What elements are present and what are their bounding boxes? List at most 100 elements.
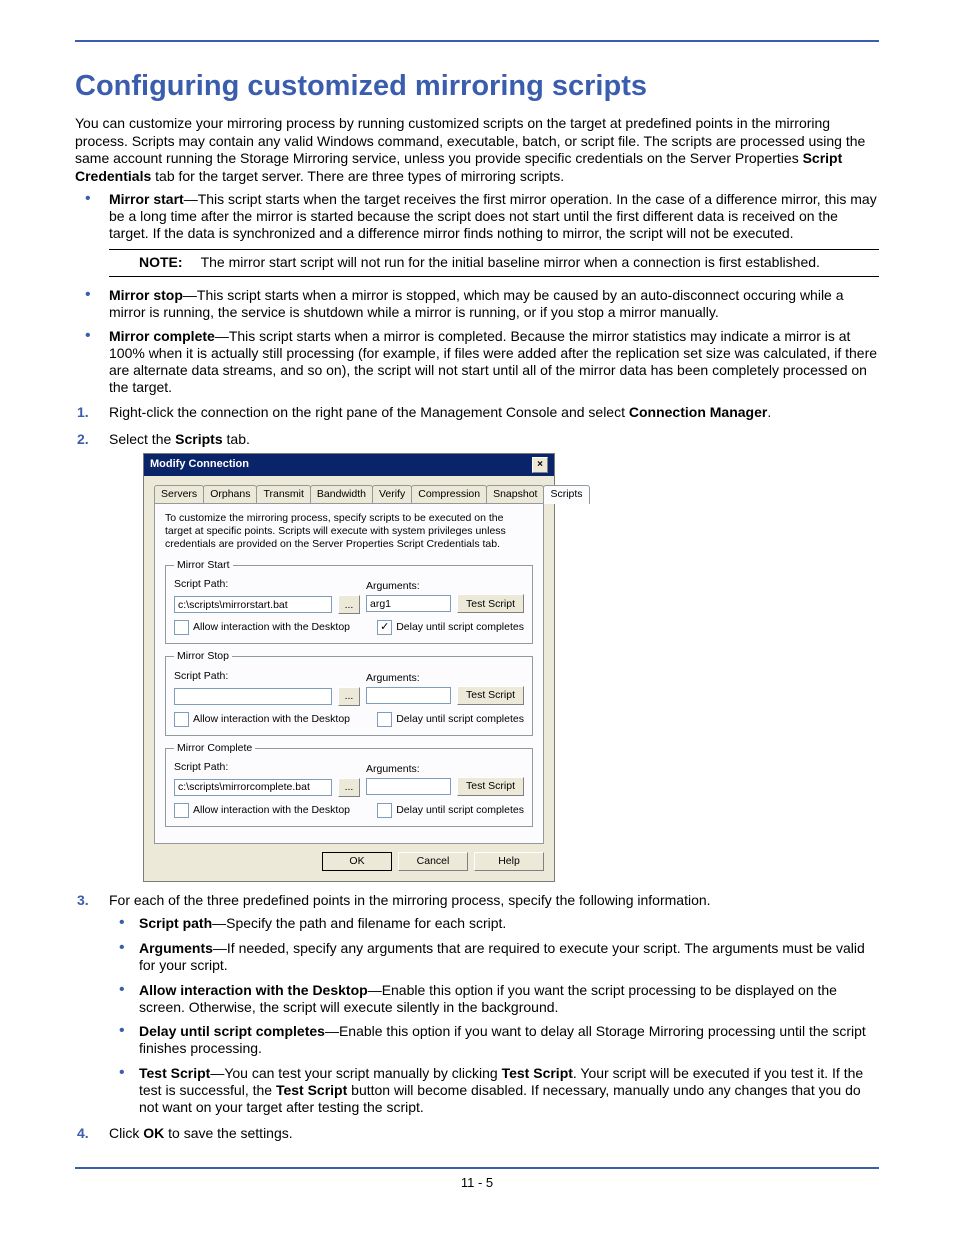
- label-allow: Allow interaction with the Desktop: [193, 713, 350, 726]
- step-4: Click OK to save the settings.: [75, 1125, 879, 1143]
- dialog-description: To customize the mirroring process, spec…: [165, 512, 533, 551]
- stop-delay-checkbox[interactable]: Delay until script completes: [377, 712, 524, 727]
- tab-bandwidth[interactable]: Bandwidth: [310, 485, 373, 503]
- start-delay-checkbox[interactable]: ✓ Delay until script completes: [377, 620, 524, 635]
- step-3: For each of the three predefined points …: [75, 892, 879, 1115]
- list-item: Mirror stop—This script starts when a mi…: [75, 287, 879, 321]
- label-script-path: Script Path:: [174, 761, 360, 774]
- start-allow-checkbox[interactable]: Allow interaction with the Desktop: [174, 620, 350, 635]
- group-mirror-stop: Mirror Stop Script Path: ... Arguments:: [165, 650, 533, 735]
- help-button[interactable]: Help: [474, 852, 544, 871]
- start-script-path-input[interactable]: [174, 596, 332, 613]
- start-arguments-input[interactable]: [366, 595, 451, 612]
- stop-arguments-input[interactable]: [366, 687, 451, 704]
- top-rule: [75, 40, 879, 42]
- step1-post: .: [767, 404, 771, 420]
- label-script-path: Script Path:: [174, 670, 360, 683]
- label-arguments: Arguments:: [366, 763, 451, 776]
- stop-script-path-input[interactable]: [174, 688, 332, 705]
- legend-mirror-complete: Mirror Complete: [174, 742, 255, 755]
- tab-scripts[interactable]: Scripts: [543, 485, 589, 504]
- mirror-complete-text: —This script starts when a mirror is com…: [109, 328, 877, 394]
- mirror-types-list: Mirror start—This script starts when the…: [75, 191, 879, 241]
- step-2: Select the Scripts tab. Modify Connectio…: [75, 431, 879, 882]
- tab-servers[interactable]: Servers: [154, 485, 204, 503]
- note-text: The mirror start script will not run for…: [201, 254, 879, 272]
- tab-compression[interactable]: Compression: [411, 485, 487, 503]
- mirror-stop-text: —This script starts when a mirror is sto…: [109, 287, 844, 320]
- legend-mirror-start: Mirror Start: [174, 559, 233, 572]
- mirror-start-label: Mirror start: [109, 191, 184, 207]
- complete-delay-checkbox[interactable]: Delay until script completes: [377, 803, 524, 818]
- list-item: Script path—Specify the path and filenam…: [109, 915, 879, 932]
- sub-aid-label: Allow interaction with the Desktop: [139, 982, 368, 998]
- label-script-path: Script Path:: [174, 578, 360, 591]
- bottom-rule: [75, 1167, 879, 1169]
- dialog-body: Servers Orphans Transmit Bandwidth Verif…: [144, 476, 554, 881]
- page-title: Configuring customized mirroring scripts: [75, 70, 879, 103]
- checkbox-icon: ✓: [377, 620, 392, 635]
- list-item: Mirror start—This script starts when the…: [75, 191, 879, 241]
- step2-bold: Scripts: [175, 431, 222, 447]
- step3-sublist: Script path—Specify the path and filenam…: [109, 915, 879, 1115]
- dialog-titlebar: Modify Connection ×: [144, 454, 554, 476]
- step2-pre: Select the: [109, 431, 175, 447]
- cancel-button[interactable]: Cancel: [398, 852, 468, 871]
- complete-allow-checkbox[interactable]: Allow interaction with the Desktop: [174, 803, 350, 818]
- step4-bold: OK: [143, 1125, 164, 1141]
- complete-test-script-button[interactable]: Test Script: [457, 777, 524, 796]
- tab-orphans[interactable]: Orphans: [203, 485, 257, 503]
- checkbox-icon: [377, 712, 392, 727]
- sub-sp-text: —Specify the path and filename for each …: [212, 915, 506, 931]
- legend-mirror-stop: Mirror Stop: [174, 650, 232, 663]
- list-item: Allow interaction with the Desktop—Enabl…: [109, 982, 879, 1016]
- scripts-tab-pane: To customize the mirroring process, spec…: [154, 504, 544, 844]
- tab-verify[interactable]: Verify: [372, 485, 412, 503]
- checkbox-icon: [174, 803, 189, 818]
- stop-test-script-button[interactable]: Test Script: [457, 686, 524, 705]
- start-test-script-button[interactable]: Test Script: [457, 594, 524, 613]
- list-item: Test Script—You can test your script man…: [109, 1065, 879, 1115]
- modify-connection-dialog: Modify Connection × Servers Orphans Tran…: [143, 453, 555, 882]
- close-icon[interactable]: ×: [532, 457, 548, 473]
- stop-allow-checkbox[interactable]: Allow interaction with the Desktop: [174, 712, 350, 727]
- checkbox-icon: [174, 620, 189, 635]
- dialog-tabs: Servers Orphans Transmit Bandwidth Verif…: [154, 484, 544, 504]
- note-label: NOTE:: [109, 254, 183, 272]
- step1-pre: Right-click the connection on the right …: [109, 404, 629, 420]
- dialog-buttons: OK Cancel Help: [154, 852, 544, 871]
- label-arguments: Arguments:: [366, 672, 451, 685]
- ok-button[interactable]: OK: [322, 852, 392, 871]
- page-number: 11 - 5: [75, 1175, 879, 1190]
- sub-delay-label: Delay until script completes: [139, 1023, 325, 1039]
- label-delay: Delay until script completes: [396, 621, 524, 634]
- complete-script-path-input[interactable]: [174, 779, 332, 796]
- complete-arguments-input[interactable]: [366, 778, 451, 795]
- label-allow: Allow interaction with the Desktop: [193, 804, 350, 817]
- steps-list: Right-click the connection on the right …: [75, 404, 879, 1143]
- mirror-types-list-cont: Mirror stop—This script starts when a mi…: [75, 287, 879, 396]
- list-item: Delay until script completes—Enable this…: [109, 1023, 879, 1057]
- label-arguments: Arguments:: [366, 580, 451, 593]
- tab-transmit[interactable]: Transmit: [256, 485, 310, 503]
- intro-pre: You can customize your mirroring process…: [75, 115, 865, 166]
- group-mirror-complete: Mirror Complete Script Path: ... Argume: [165, 742, 533, 827]
- tab-snapshot[interactable]: Snapshot: [486, 485, 544, 503]
- checkbox-icon: [174, 712, 189, 727]
- mirror-start-text: —This script starts when the target rece…: [109, 191, 877, 241]
- sub-ts-b2: Test Script: [276, 1082, 347, 1098]
- stop-browse-button[interactable]: ...: [338, 687, 360, 706]
- dialog-title: Modify Connection: [150, 458, 249, 472]
- start-browse-button[interactable]: ...: [338, 595, 360, 614]
- group-mirror-start: Mirror Start Script Path: ... Arguments: [165, 559, 533, 644]
- step1-bold: Connection Manager: [629, 404, 767, 420]
- list-item: Arguments—If needed, specify any argumen…: [109, 940, 879, 974]
- note-box: NOTE: The mirror start script will not r…: [109, 249, 879, 277]
- step3-text: For each of the three predefined points …: [109, 892, 711, 908]
- step-1: Right-click the connection on the right …: [75, 404, 879, 422]
- complete-browse-button[interactable]: ...: [338, 778, 360, 797]
- sub-ts-pre: —You can test your script manually by cl…: [210, 1065, 501, 1081]
- intro-post: tab for the target server. There are thr…: [151, 168, 564, 184]
- mirror-stop-label: Mirror stop: [109, 287, 183, 303]
- list-item: Mirror complete—This script starts when …: [75, 328, 879, 395]
